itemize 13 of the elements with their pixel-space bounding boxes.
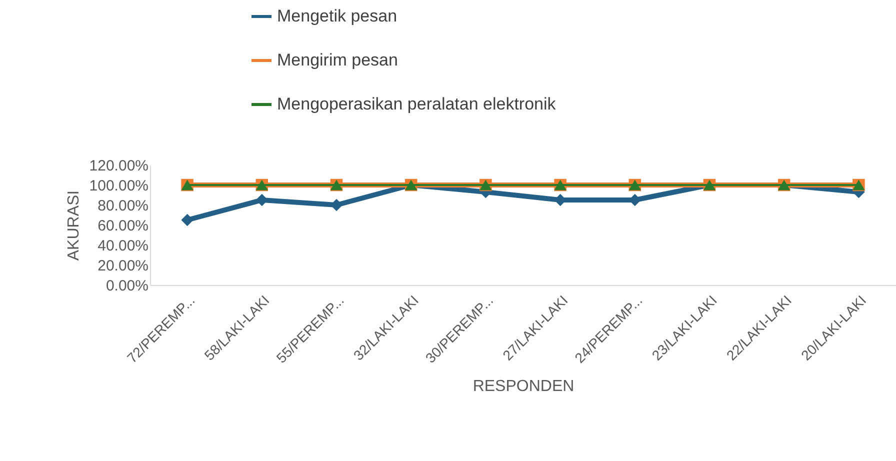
y-axis-title: AKURASI <box>65 190 82 261</box>
y-tick-label: 20.00% <box>98 258 148 274</box>
y-tick-label: 40.00% <box>98 238 148 254</box>
legend-label: Mengetik pesan <box>277 6 398 26</box>
y-tick-label: 80.00% <box>98 198 148 214</box>
legend-label: Mengoperasikan peralatan elektronik <box>277 94 556 114</box>
point <box>181 214 194 226</box>
legend-label: Mengirim pesan <box>277 50 398 70</box>
y-tick-label: 0.00% <box>106 278 148 294</box>
x-axis-title: RESPONDEN <box>472 378 574 395</box>
y-tick-label: 120.00% <box>89 158 148 174</box>
y-tick-label: 60.00% <box>98 218 148 234</box>
y-tick-label: 100.00% <box>89 178 148 194</box>
